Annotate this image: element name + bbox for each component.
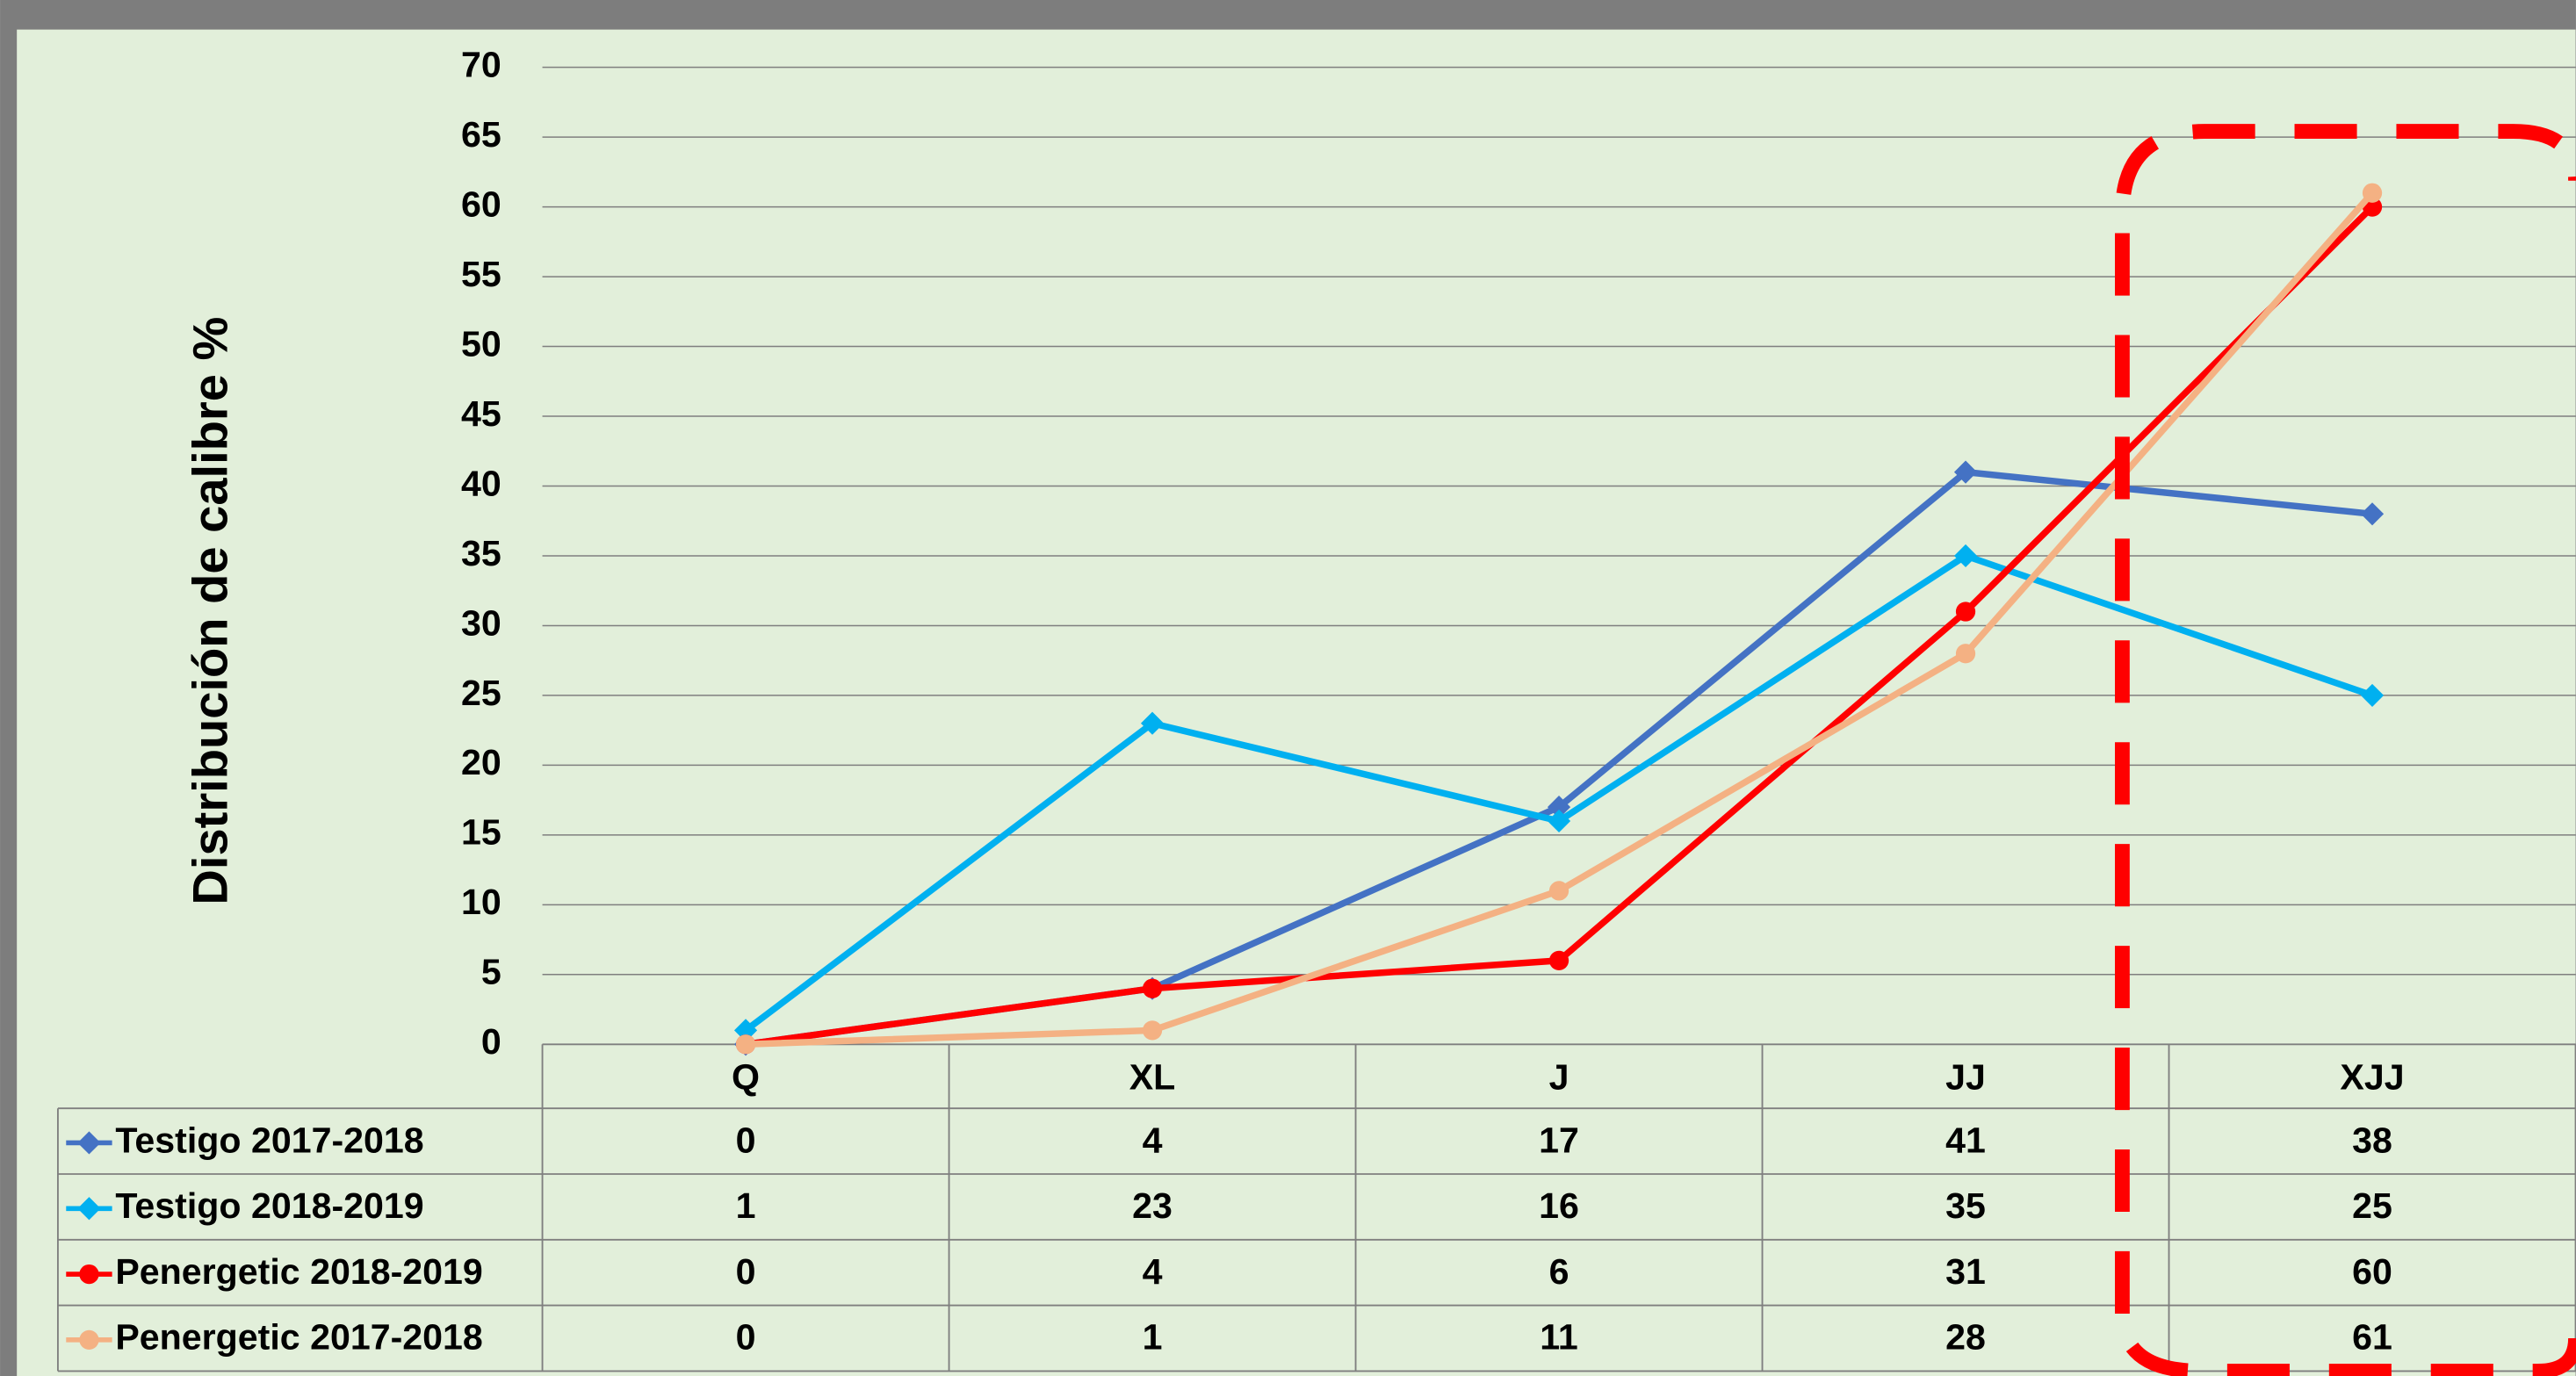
y-tick-label: 25 bbox=[461, 673, 501, 713]
y-tick-label: 10 bbox=[461, 882, 501, 922]
y-tick-label: 15 bbox=[461, 812, 501, 853]
y-tick-label: 65 bbox=[461, 114, 501, 155]
x-tick-label: J bbox=[1549, 1056, 1569, 1097]
table-value: 1 bbox=[736, 1185, 756, 1226]
table-value: 4 bbox=[1143, 1251, 1163, 1292]
table-value: 35 bbox=[1945, 1185, 1986, 1226]
x-tick-label: XJJ bbox=[2340, 1056, 2404, 1097]
x-tick-label: XL bbox=[1129, 1056, 1176, 1097]
y-tick-label: 20 bbox=[461, 742, 501, 782]
marker bbox=[1549, 881, 1569, 900]
y-tick-label: 45 bbox=[461, 393, 501, 434]
legend-marker bbox=[79, 1264, 98, 1284]
y-tick-label: 50 bbox=[461, 323, 501, 364]
table-value: 25 bbox=[2352, 1185, 2392, 1226]
legend-label: Testigo 2017-2018 bbox=[115, 1120, 423, 1160]
table-value: 6 bbox=[1549, 1251, 1569, 1292]
y-tick-label: 35 bbox=[461, 533, 501, 573]
table-value: 41 bbox=[1945, 1120, 1986, 1160]
table-value: 38 bbox=[2352, 1120, 2392, 1160]
y-tick-label: 70 bbox=[461, 45, 501, 85]
table-value: 0 bbox=[736, 1251, 756, 1292]
marker bbox=[1549, 951, 1569, 970]
y-tick-label: 40 bbox=[461, 463, 501, 503]
y-tick-label: 5 bbox=[481, 952, 501, 992]
table-value: 0 bbox=[736, 1120, 756, 1160]
table-value: 11 bbox=[1540, 1317, 1577, 1358]
table-value: 17 bbox=[1539, 1120, 1579, 1160]
table-value: 31 bbox=[1945, 1251, 1986, 1292]
x-tick-label: Q bbox=[732, 1056, 760, 1097]
y-tick-label: 30 bbox=[461, 602, 501, 643]
table-value: 4 bbox=[1143, 1120, 1163, 1160]
legend-marker bbox=[79, 1330, 98, 1350]
marker bbox=[2363, 184, 2382, 203]
y-axis-label: Distribución de calibre % bbox=[182, 317, 237, 905]
legend-label: Penergetic 2018-2019 bbox=[115, 1251, 482, 1292]
marker bbox=[1143, 979, 1162, 998]
table-value: 1 bbox=[1143, 1317, 1163, 1358]
marker bbox=[1143, 1020, 1162, 1040]
marker bbox=[1956, 602, 1975, 621]
table-value: 28 bbox=[1945, 1317, 1986, 1358]
x-tick-label: JJ bbox=[1945, 1056, 1986, 1097]
y-tick-label: 60 bbox=[461, 184, 501, 224]
table-value: 61 bbox=[2352, 1317, 2392, 1358]
legend-label: Testigo 2018-2019 bbox=[115, 1185, 423, 1226]
table-value: 60 bbox=[2352, 1251, 2392, 1292]
table-value: 23 bbox=[1132, 1185, 1173, 1226]
marker bbox=[1956, 644, 1975, 663]
chart: 0510152025303540455055606570QXLJJJXJJTes… bbox=[0, 0, 2576, 1376]
y-tick-label: 0 bbox=[481, 1021, 501, 1062]
y-tick-label: 55 bbox=[461, 254, 501, 294]
table-value: 0 bbox=[736, 1317, 756, 1358]
legend-label: Penergetic 2017-2018 bbox=[115, 1317, 482, 1358]
marker bbox=[736, 1034, 755, 1054]
table-value: 16 bbox=[1539, 1185, 1579, 1226]
